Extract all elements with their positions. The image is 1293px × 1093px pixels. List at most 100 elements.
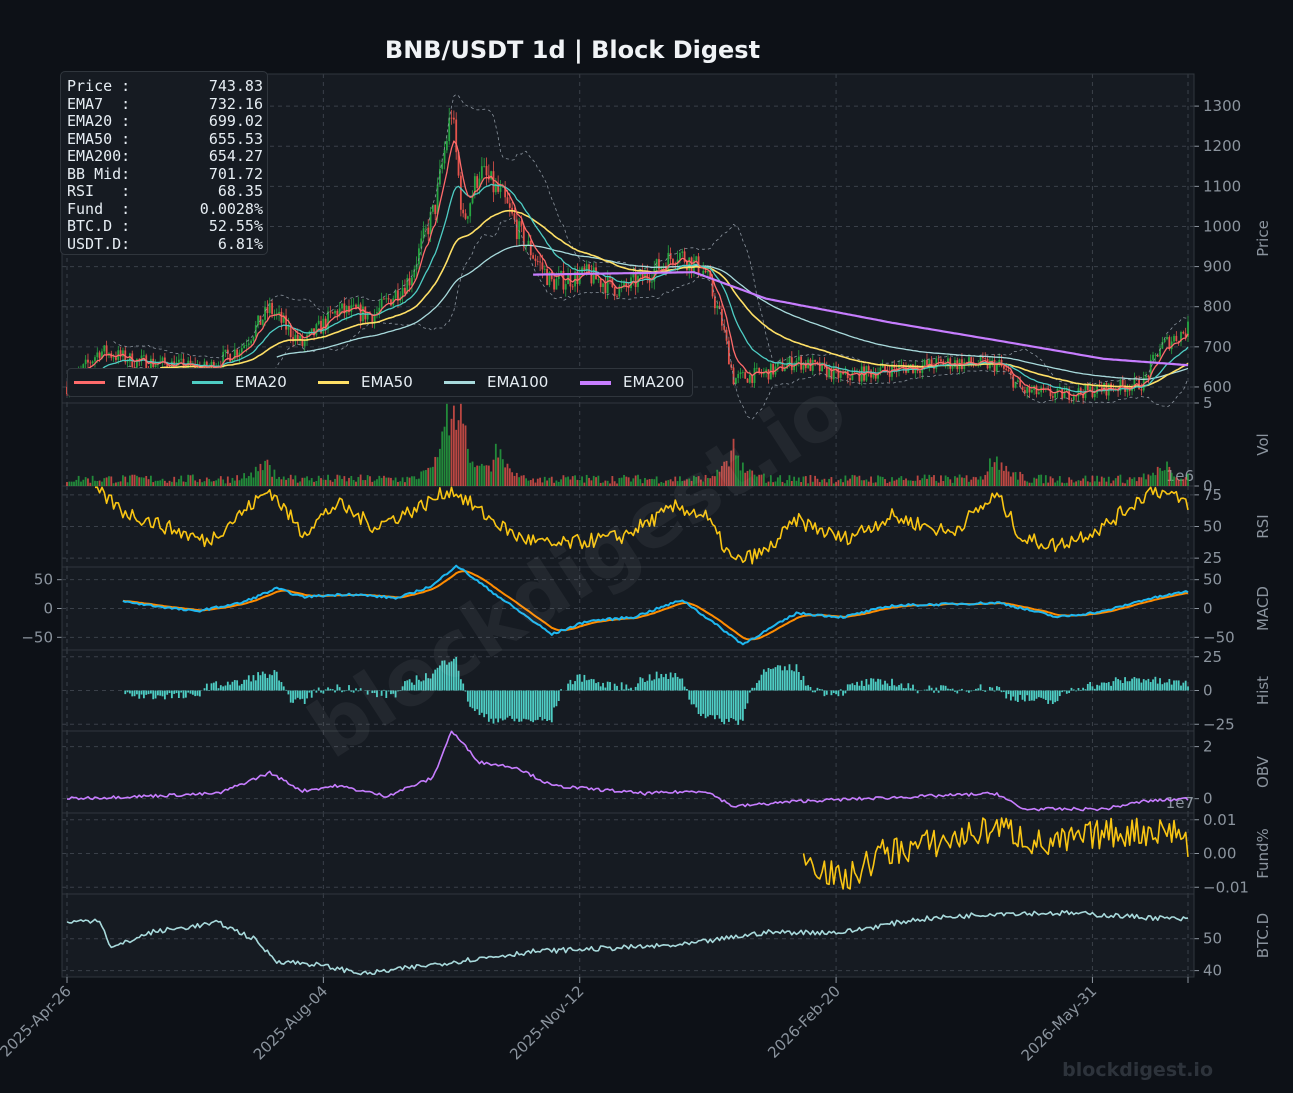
candle-body — [494, 184, 497, 193]
candle-body — [858, 371, 861, 382]
histogram-bar — [1040, 690, 1043, 698]
histogram-bar — [944, 685, 947, 691]
candle-body — [469, 203, 472, 217]
volume-bar — [700, 479, 702, 486]
volume-bar — [397, 481, 399, 486]
volume-bar — [159, 480, 162, 486]
volume-bar — [1142, 473, 1145, 486]
volume-bar — [539, 477, 542, 486]
candle-body — [1021, 386, 1024, 391]
histogram-bar — [585, 680, 588, 691]
candle-body — [550, 271, 553, 280]
volume-bar — [674, 476, 677, 486]
histogram-bar — [1061, 690, 1064, 693]
histogram-bar — [394, 690, 397, 698]
volume-bar — [956, 477, 959, 486]
volume-bar — [828, 478, 830, 486]
histogram-bar — [501, 690, 504, 721]
volume-bar — [830, 477, 833, 486]
volume-bar — [583, 482, 586, 486]
legend-swatch — [444, 381, 475, 384]
histogram-bar — [711, 690, 714, 716]
histogram-bar — [231, 681, 234, 691]
volume-bar — [1147, 474, 1150, 486]
volume-bar — [273, 469, 276, 486]
histogram-bar — [324, 689, 327, 691]
volume-bar — [201, 482, 204, 486]
volume-bar — [599, 482, 602, 486]
volume-bar — [1100, 476, 1103, 486]
candle-body — [163, 357, 166, 364]
candle-body — [357, 304, 360, 309]
volume-bar — [618, 477, 621, 486]
y-tick-label-hist: 25 — [1203, 648, 1222, 666]
histogram-bar — [1187, 686, 1189, 691]
y-tick-label-price: 700 — [1203, 338, 1232, 356]
volume-bar — [1007, 471, 1010, 486]
volume-bar — [315, 480, 318, 486]
histogram-bar — [350, 690, 353, 692]
candle-body — [278, 311, 280, 314]
histogram-bar — [191, 690, 194, 695]
histogram-bar — [874, 681, 877, 691]
candle-body — [513, 213, 516, 220]
volume-bar — [338, 475, 341, 486]
histogram-bar — [245, 679, 248, 691]
volume-bar — [1149, 475, 1152, 486]
histogram-bar — [1005, 690, 1008, 699]
volume-bar — [1107, 476, 1110, 486]
volume-bar — [716, 469, 719, 486]
volume-bar — [80, 481, 82, 486]
volume-bar — [129, 475, 131, 486]
candle-body — [1168, 337, 1171, 350]
candle-body — [613, 287, 616, 296]
candle-body — [1147, 375, 1150, 378]
histogram-bar — [520, 690, 523, 722]
volume-bar — [327, 474, 329, 486]
volume-bar — [811, 481, 814, 486]
candle-body — [480, 166, 483, 179]
volume-bar — [1168, 466, 1171, 486]
candle-body — [280, 311, 283, 323]
histogram-bar — [707, 690, 709, 717]
histogram-bar — [480, 690, 483, 713]
volume-bar — [982, 479, 984, 486]
volume-bar — [800, 482, 803, 486]
volume-bar — [1035, 478, 1038, 486]
volume-bar — [240, 478, 243, 486]
candle-body — [1128, 388, 1131, 391]
candle-body — [350, 305, 353, 312]
volume-bar — [152, 482, 155, 486]
histogram-bar — [292, 690, 294, 703]
candle-body — [713, 296, 716, 309]
volume-bar — [1126, 479, 1129, 486]
histogram-bar — [853, 685, 856, 691]
candle-body — [821, 362, 824, 372]
volume-bar — [436, 457, 439, 486]
histogram-bar — [352, 690, 355, 693]
volume-bar — [138, 477, 141, 486]
histogram-bar — [879, 679, 882, 691]
histogram-bar — [1077, 688, 1080, 691]
volume-bar — [308, 480, 311, 486]
candle-body — [322, 318, 325, 334]
candle-body — [1140, 389, 1143, 391]
volume-bar — [250, 472, 253, 486]
candle-body — [408, 278, 411, 286]
candle-body — [592, 267, 595, 284]
histogram-bar — [1037, 690, 1040, 698]
volume-bar — [739, 470, 742, 486]
volume-bar — [914, 480, 917, 486]
volume-bar — [208, 479, 211, 486]
histogram-bar — [322, 690, 325, 694]
candle-body — [811, 359, 814, 371]
volume-bar — [173, 476, 176, 486]
candle-body — [483, 165, 486, 167]
volume-bar — [473, 467, 476, 486]
candle-body — [352, 304, 355, 306]
volume-bar — [163, 480, 166, 486]
candle-body — [1082, 393, 1085, 399]
volume-bar — [271, 476, 273, 486]
volume-bar — [147, 479, 150, 486]
histogram-bar — [769, 669, 772, 691]
